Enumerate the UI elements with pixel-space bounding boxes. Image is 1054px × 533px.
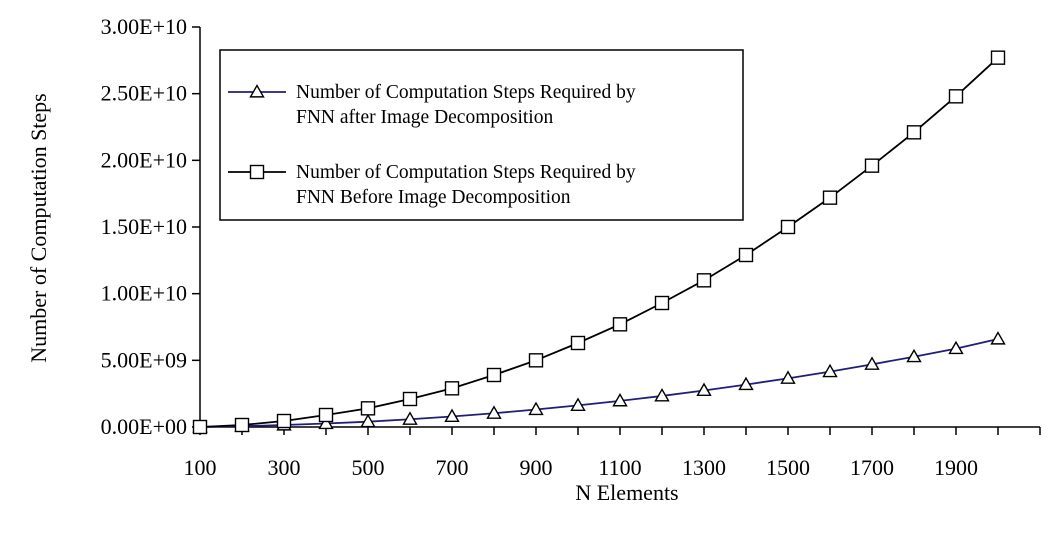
triangle-point: [738, 376, 754, 391]
x-tick-label: 1300: [682, 455, 726, 480]
x-tick-label: 900: [520, 455, 553, 480]
triangle-point: [906, 348, 922, 363]
square-point: [948, 89, 964, 104]
triangle-point: [402, 411, 418, 425]
triangle-point: [612, 392, 628, 407]
triangle-point: [360, 413, 376, 428]
x-tick-label: 1900: [934, 455, 978, 480]
triangle-point: [864, 356, 880, 370]
triangle-point: [444, 408, 460, 423]
triangle-point: [780, 370, 796, 384]
square-point: [318, 407, 334, 423]
x-tick-label: 1700: [850, 455, 894, 480]
square-point: [192, 419, 208, 435]
square-point: [990, 50, 1006, 65]
square-point: [234, 417, 250, 433]
square-point: [360, 401, 376, 416]
square-point: [738, 247, 754, 263]
x-tick-label: 500: [352, 455, 385, 480]
square-point: [780, 219, 796, 235]
x-axis-title: N Elements: [575, 480, 678, 505]
square-point: [486, 367, 502, 383]
square-point: [822, 190, 838, 205]
triangle-point: [990, 331, 1006, 345]
square-point: [612, 317, 628, 332]
legend-label: Number of Computation Steps Required by: [296, 162, 636, 183]
x-tick-label: 300: [268, 455, 301, 480]
x-tick-label: 1100: [598, 455, 641, 480]
series-line-1: [199, 338, 999, 428]
legend-label: FNN after Image Decomposition: [296, 107, 553, 128]
triangle-point: [654, 388, 670, 402]
y-axis-title: Number of Computation Steps: [26, 93, 51, 362]
legend-box: [219, 49, 744, 221]
square-point: [654, 295, 670, 311]
x-tick-label: 1500: [766, 455, 810, 480]
y-tick-label: 1.50E+10: [101, 214, 187, 239]
triangle-point: [696, 382, 712, 397]
legend-label: FNN Before Image Decomposition: [296, 187, 571, 208]
y-tick-label: 1.00E+10: [101, 281, 187, 306]
triangle-point: [948, 340, 964, 355]
square-point: [906, 125, 922, 140]
square-point: [696, 273, 712, 288]
y-tick-label: 5.00E+09: [101, 347, 187, 372]
square-point: [444, 381, 460, 396]
legend-marker: [249, 84, 265, 98]
y-tick-label: 3.00E+10: [101, 14, 187, 39]
legend: Number of Computation Steps Required by F…: [219, 49, 744, 221]
y-tick-label: 2.50E+10: [101, 81, 187, 106]
x-tick-label: 700: [436, 455, 469, 480]
triangle-point: [318, 415, 334, 430]
triangle-point: [486, 405, 502, 419]
triangle-point: [822, 363, 838, 378]
square-point: [276, 413, 292, 429]
square-point: [570, 335, 586, 351]
legend-marker: [249, 164, 265, 180]
x-tick-label: 100: [184, 455, 217, 480]
square-point: [402, 391, 418, 407]
square-point: [864, 158, 880, 173]
triangle-point: [570, 397, 586, 411]
triangle-point: [528, 401, 544, 416]
plot-area: 0.00E+00 5.00E+09 1.00E+10 1.50E+10 2.00E+10…: [101, 14, 1041, 480]
legend-label: Number of Computation Steps Required by: [296, 82, 636, 103]
y-tick-label: 0.00E+00: [101, 414, 187, 439]
y-tick-label: 2.00E+10: [101, 147, 187, 172]
square-point: [528, 353, 544, 368]
